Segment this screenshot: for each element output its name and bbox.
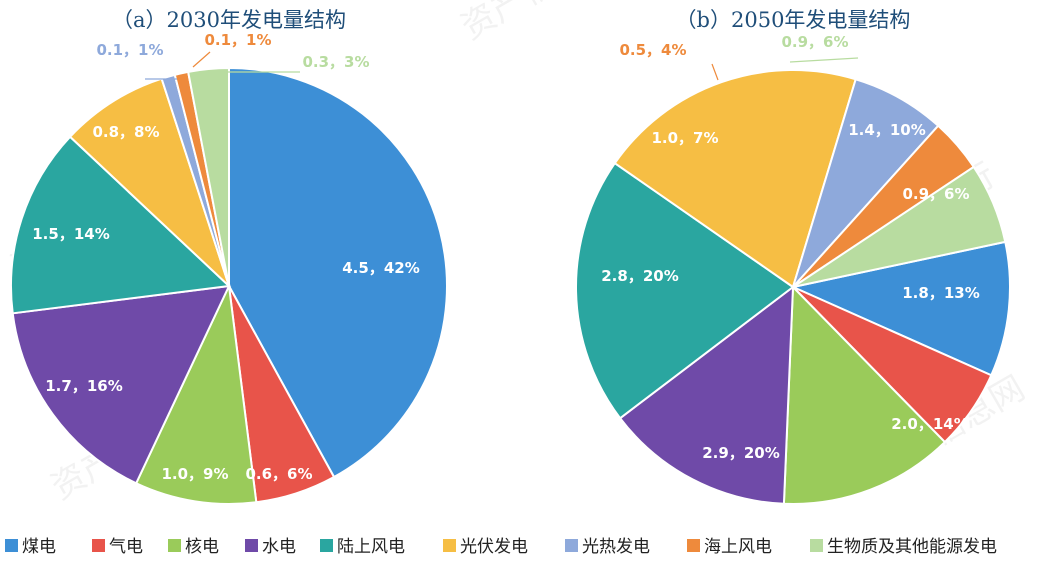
legend-label: 气电 <box>109 537 143 557</box>
legend-item: 生物质及其他能源发电 <box>810 537 997 557</box>
data-label: 2.8，20% <box>601 267 678 285</box>
chart-title: （a）2030年发电量结构 <box>112 8 346 32</box>
pie-slice <box>11 284 231 485</box>
data-label: 0.9，6% <box>781 33 848 51</box>
legend-label: 光伏发电 <box>460 537 528 557</box>
data-label: 1.0，9% <box>161 465 228 483</box>
pie-chart-2030: （a）2030年发电量结构 4.5，42% 0.6，6% 1.0，9% 1.7，16%… <box>10 8 448 505</box>
data-label: 0.6，6% <box>245 465 312 483</box>
legend-label: 煤电 <box>22 537 56 557</box>
legend-item: 光伏发电 <box>443 537 528 557</box>
legend-swatch <box>5 539 18 552</box>
legend-swatch <box>810 539 823 552</box>
data-label: 4.5，42% <box>342 259 419 277</box>
data-label: 1.8，13% <box>902 284 979 302</box>
legend-label: 生物质及其他能源发电 <box>827 537 997 557</box>
pie-slice <box>10 135 232 315</box>
legend-item: 陆上风电 <box>320 537 405 557</box>
pie-slice <box>186 66 230 287</box>
legend-swatch <box>443 539 456 552</box>
legend-item: 煤电 <box>5 537 56 557</box>
data-label: 0.1，1% <box>96 41 163 59</box>
legend-item: 光热发电 <box>565 537 650 557</box>
legend-item: 气电 <box>92 537 143 557</box>
pie-chart-2050: （b）2050年发电量结构 1.4，10% 0.9，6% 1.8，13% 2.0，14… <box>575 8 1012 505</box>
pie-slice <box>134 282 258 505</box>
legend-label: 海上风电 <box>704 537 772 557</box>
data-label: 2.9，20% <box>702 444 779 462</box>
legend-label: 陆上风电 <box>337 537 405 557</box>
pie-slice <box>782 284 947 505</box>
data-label: 1.5，14% <box>32 225 109 243</box>
chart-title: （b）2050年发电量结构 <box>676 8 911 32</box>
pie-slice <box>228 66 448 479</box>
legend-swatch <box>687 539 700 552</box>
legend-item: 水电 <box>245 537 296 557</box>
data-label: 1.4，10% <box>848 121 925 139</box>
data-label: 1.7，16% <box>45 377 122 395</box>
data-label: 0.3，3% <box>302 53 369 71</box>
leader-line <box>789 57 859 63</box>
legend-label: 光热发电 <box>582 537 650 557</box>
leader-line <box>192 51 211 68</box>
data-label: 2.0，14% <box>891 415 968 433</box>
leader-line <box>711 63 719 81</box>
legend-swatch <box>168 539 181 552</box>
data-label: 0.5，4% <box>619 41 686 59</box>
legend-item: 海上风电 <box>687 537 772 557</box>
legend: 煤电 气电 核电 水电 陆上风电 光伏发电 光热发电 海上风电 生物质及其他能源… <box>5 537 997 557</box>
legend-label: 核电 <box>185 537 219 557</box>
legend-item: 核电 <box>168 537 219 557</box>
legend-swatch <box>565 539 578 552</box>
pie-slice <box>618 284 795 505</box>
pie-slice <box>792 165 1007 288</box>
data-label: 1.0，7% <box>651 129 718 147</box>
legend-swatch <box>245 539 258 552</box>
data-label: 0.8，8% <box>92 123 159 141</box>
pie-slice <box>613 69 857 289</box>
watermark-text: 资产信息网 <box>455 0 622 48</box>
data-label: 0.1，1% <box>204 31 271 49</box>
data-label: 0.9，6% <box>902 185 969 203</box>
pie-slice <box>789 240 1012 377</box>
pie-slice <box>575 161 795 420</box>
legend-swatch <box>92 539 105 552</box>
legend-swatch <box>320 539 333 552</box>
legend-label: 水电 <box>262 537 296 557</box>
